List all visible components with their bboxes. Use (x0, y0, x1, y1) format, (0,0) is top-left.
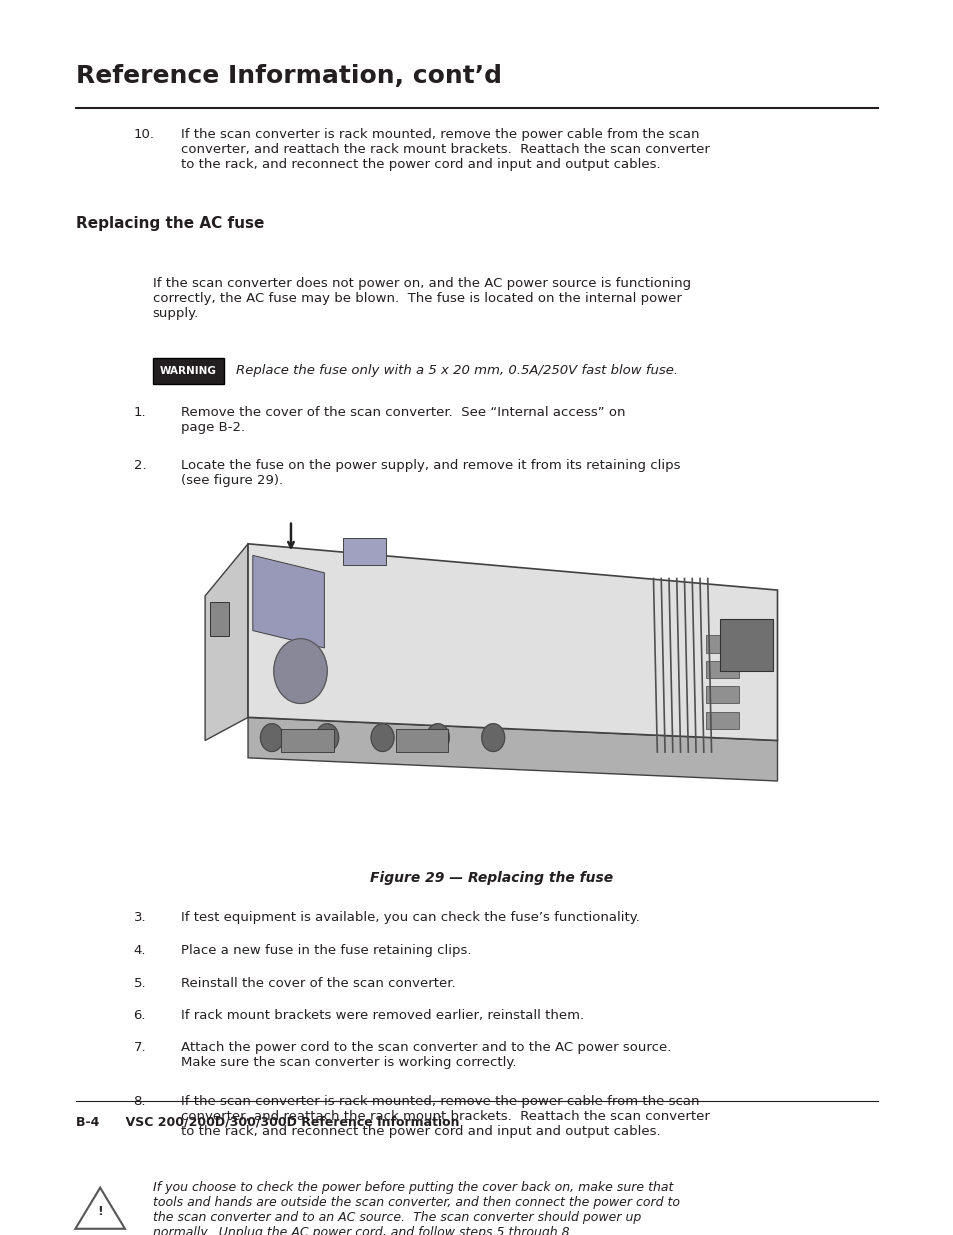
FancyBboxPatch shape (191, 515, 791, 851)
Polygon shape (248, 543, 777, 741)
Text: Reference Information, cont’d: Reference Information, cont’d (76, 64, 502, 88)
Text: 7.: 7. (133, 1041, 146, 1055)
Text: Locate the fuse on the power supply, and remove it from its retaining clips
(see: Locate the fuse on the power supply, and… (181, 459, 680, 488)
Text: 6.: 6. (133, 1009, 146, 1021)
Text: Attach the power cord to the scan converter and to the AC power source.
Make sur: Attach the power cord to the scan conver… (181, 1041, 671, 1070)
Polygon shape (705, 661, 739, 678)
Text: 4.: 4. (133, 944, 146, 957)
Polygon shape (395, 729, 448, 752)
Text: Remove the cover of the scan converter.  See “Internal access” on
page B-2.: Remove the cover of the scan converter. … (181, 406, 625, 435)
Circle shape (260, 724, 283, 751)
Text: If you choose to check the power before putting the cover back on, make sure tha: If you choose to check the power before … (152, 1182, 679, 1235)
Circle shape (274, 638, 327, 704)
Text: !: ! (97, 1205, 103, 1218)
Polygon shape (75, 1188, 125, 1229)
Text: 8.: 8. (133, 1094, 146, 1108)
Polygon shape (210, 601, 229, 636)
Polygon shape (705, 711, 739, 729)
Polygon shape (720, 619, 772, 671)
Circle shape (481, 724, 504, 751)
Polygon shape (253, 556, 324, 648)
Text: 5.: 5. (133, 977, 146, 989)
Circle shape (426, 724, 449, 751)
Text: 1.: 1. (133, 406, 146, 419)
Circle shape (371, 724, 394, 751)
Text: 2.: 2. (133, 459, 146, 472)
Polygon shape (705, 635, 739, 652)
Text: 10.: 10. (133, 128, 154, 142)
Polygon shape (248, 718, 777, 781)
Text: Replacing the AC fuse: Replacing the AC fuse (76, 216, 264, 231)
FancyBboxPatch shape (152, 357, 224, 384)
Polygon shape (281, 729, 334, 752)
Text: WARNING: WARNING (160, 366, 216, 375)
Text: B-4      VSC 200/200D/300/300D Reference Information: B-4 VSC 200/200D/300/300D Reference Info… (76, 1115, 459, 1129)
Text: Replace the fuse only with a 5 x 20 mm, 0.5A/250V fast blow fuse.: Replace the fuse only with a 5 x 20 mm, … (235, 364, 677, 378)
Text: Place a new fuse in the fuse retaining clips.: Place a new fuse in the fuse retaining c… (181, 944, 472, 957)
Circle shape (315, 724, 338, 751)
Polygon shape (705, 687, 739, 704)
Polygon shape (343, 538, 386, 564)
Text: If the scan converter does not power on, and the AC power source is functioning
: If the scan converter does not power on,… (152, 277, 690, 320)
Text: Figure 29 — Replacing the fuse: Figure 29 — Replacing the fuse (370, 871, 612, 885)
Text: If test equipment is available, you can check the fuse’s functionality.: If test equipment is available, you can … (181, 910, 639, 924)
Text: If the scan converter is rack mounted, remove the power cable from the scan
conv: If the scan converter is rack mounted, r… (181, 128, 709, 172)
Polygon shape (205, 543, 248, 741)
Text: Reinstall the cover of the scan converter.: Reinstall the cover of the scan converte… (181, 977, 456, 989)
Text: 3.: 3. (133, 910, 146, 924)
Text: If rack mount brackets were removed earlier, reinstall them.: If rack mount brackets were removed earl… (181, 1009, 584, 1021)
Text: If the scan converter is rack mounted, remove the power cable from the scan
conv: If the scan converter is rack mounted, r… (181, 1094, 709, 1137)
